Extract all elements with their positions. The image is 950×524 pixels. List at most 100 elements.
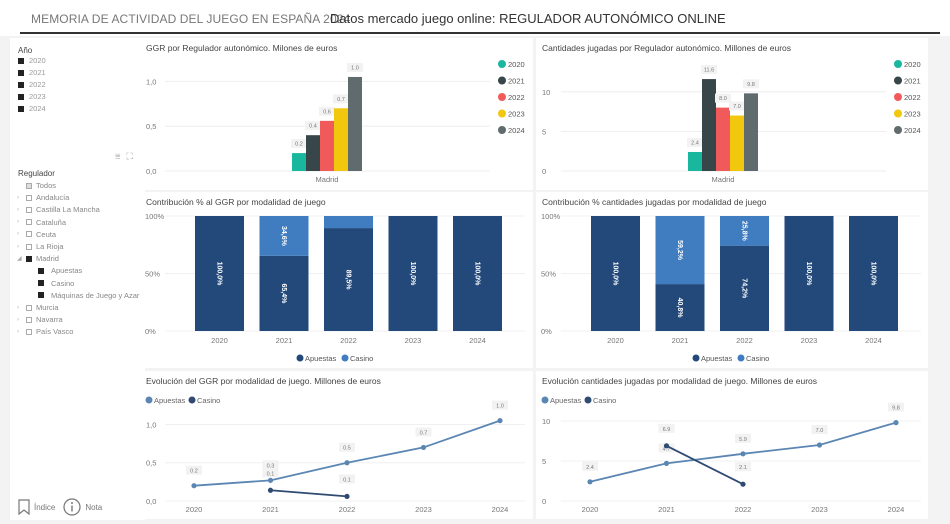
- expand-icon[interactable]: ›: [17, 194, 19, 201]
- bookmark-icon[interactable]: [18, 499, 30, 515]
- regulator-option[interactable]: › La Rioja: [17, 242, 64, 251]
- checkbox[interactable]: [18, 69, 24, 76]
- regulator-option[interactable]: › Ceuta: [17, 230, 56, 239]
- regulator-label: Andalucía: [36, 193, 70, 203]
- data-label-bg: [319, 106, 335, 116]
- data-label: 11.6: [704, 68, 714, 74]
- legend-label: Apuestas: [550, 396, 582, 405]
- regulator-option[interactable]: Todos: [17, 181, 56, 190]
- checkbox[interactable]: [26, 328, 32, 335]
- checkbox[interactable]: [26, 219, 32, 226]
- regulator-option[interactable]: › Navarra: [17, 315, 63, 324]
- data-label: 7.0: [733, 104, 741, 110]
- expand-icon[interactable]: ›: [17, 231, 19, 238]
- y-tick-label: 100%: [541, 212, 561, 221]
- regulator-option[interactable]: Máquinas de Juego y Azar: [29, 291, 139, 300]
- regulator-option[interactable]: › Castilla La Mancha: [17, 205, 100, 214]
- year-option[interactable]: 2024: [18, 104, 46, 113]
- filter-icon[interactable]: ⩸: [115, 151, 121, 161]
- legend-label: 2023: [508, 110, 525, 119]
- year-label: 2023: [29, 92, 46, 101]
- regulator-option[interactable]: ◢ Madrid: [17, 254, 59, 263]
- chart-title: GGR por Regulador autonómico. Milones de…: [146, 43, 338, 53]
- report-header: MEMORIA DE ACTIVIDAD DEL JUEGO EN ESPAÑA…: [0, 0, 950, 36]
- checkbox[interactable]: [18, 57, 24, 64]
- bar-segment-apuestas: [259, 255, 309, 331]
- bar-2023: [334, 108, 348, 171]
- checkbox[interactable]: [26, 182, 32, 189]
- point-apuestas: [663, 460, 670, 466]
- checkbox[interactable]: [26, 255, 32, 262]
- x-tick-label: 2022: [735, 505, 752, 514]
- chart-title: Contribución % al GGR por modalidad de j…: [146, 197, 326, 207]
- regulator-option[interactable]: Casino: [29, 279, 74, 288]
- y-tick-label: 0%: [541, 327, 552, 336]
- year-option[interactable]: 2021: [18, 68, 46, 77]
- checkbox[interactable]: [38, 292, 44, 299]
- expand-icon[interactable]: ›: [17, 243, 19, 250]
- y-tick-label: 10: [542, 88, 550, 97]
- chart-ggr-regulador: 0,0 0,5 1,0 0.2 0.4 0.6 0.7 1.0 Madrid 2020 2021 20…: [146, 60, 525, 184]
- checkbox[interactable]: [18, 81, 24, 88]
- expand-icon[interactable]: ›: [17, 328, 19, 335]
- checkbox[interactable]: [18, 93, 24, 100]
- info-icon[interactable]: [63, 498, 81, 516]
- chart-title: Evolución cantidades jugadas por modalid…: [542, 376, 818, 386]
- bar-segment-apuestas: [324, 228, 373, 331]
- checkbox[interactable]: [26, 206, 32, 213]
- bar-segment-apuestas: [388, 216, 438, 331]
- checkbox[interactable]: [26, 194, 32, 201]
- y-tick-label: 0%: [145, 327, 156, 336]
- year-option[interactable]: 2022: [18, 80, 46, 89]
- data-label-bg: [291, 139, 307, 149]
- legend-marker: [498, 109, 506, 118]
- checkbox[interactable]: [26, 304, 32, 311]
- regulator-option[interactable]: Apuestas: [29, 266, 82, 275]
- data-label: 2.4: [586, 465, 594, 471]
- regulator-option[interactable]: › Cataluña: [17, 218, 66, 227]
- checkbox[interactable]: [38, 267, 44, 274]
- bar-segment-apuestas: [655, 284, 705, 331]
- year-option[interactable]: 2023: [18, 92, 46, 101]
- bar-segment-casino: [259, 216, 309, 256]
- checkbox[interactable]: [18, 105, 24, 112]
- bar-2021: [306, 135, 320, 171]
- expand-icon[interactable]: ›: [17, 219, 19, 226]
- bar-segment-casino: [655, 216, 705, 285]
- x-tick-label: 2021: [276, 336, 293, 345]
- expand-icon[interactable]: ›: [17, 316, 19, 323]
- year-option[interactable]: 2020: [18, 56, 46, 65]
- expand-icon[interactable]: ›: [17, 206, 19, 213]
- index-link[interactable]: Índice: [34, 502, 56, 512]
- bar-segment-apuestas: [720, 245, 769, 331]
- panel-cantidades-contribucion: Contribución % cantidades jugadas por mo…: [536, 192, 928, 368]
- legend-marker: [737, 354, 745, 362]
- legend-marker: [894, 76, 902, 85]
- expand-icon[interactable]: ›: [17, 304, 19, 311]
- legend-marker: [145, 396, 153, 404]
- legend-label: 2022: [508, 93, 525, 102]
- x-tick-label: 2023: [415, 505, 432, 514]
- checkbox[interactable]: [26, 243, 32, 250]
- checkbox[interactable]: [26, 231, 32, 238]
- y-tick-label: 0: [542, 167, 546, 176]
- legend-marker: [498, 76, 506, 85]
- regulator-option[interactable]: › Murcia: [17, 303, 59, 312]
- bar-segment-casino: [720, 216, 769, 246]
- data-label-bg: [715, 93, 731, 103]
- checkbox[interactable]: [38, 280, 44, 287]
- focus-mode-icon[interactable]: ⛶: [126, 151, 133, 161]
- checkbox[interactable]: [26, 316, 32, 323]
- x-tick-label: 2023: [811, 505, 828, 514]
- chart-title: Contribución % cantidades jugadas por mo…: [542, 197, 767, 207]
- data-label: 100,0%: [612, 262, 619, 287]
- y-tick-label: 5: [542, 127, 546, 136]
- year-label: 2021: [29, 68, 46, 77]
- expand-icon[interactable]: ◢: [17, 256, 22, 263]
- panel-ggr-evolucion: Evolución del GGR por modalidad de juego…: [140, 371, 533, 519]
- data-label-bg: [743, 79, 759, 89]
- note-link[interactable]: Nota: [85, 502, 103, 512]
- regulator-option[interactable]: › Andalucía: [17, 193, 69, 202]
- regulator-option[interactable]: › País Vasco: [17, 327, 73, 336]
- legend-marker: [692, 354, 700, 362]
